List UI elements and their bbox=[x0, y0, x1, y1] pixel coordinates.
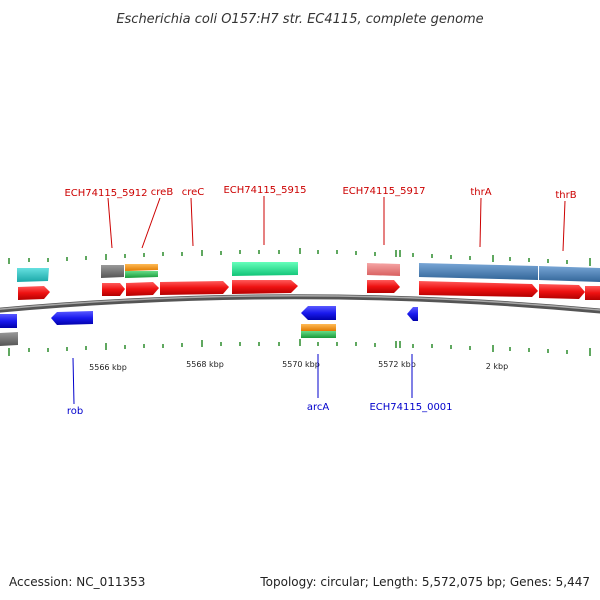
cds-forward bbox=[232, 280, 298, 294]
cog-track-bottom bbox=[0, 324, 336, 346]
gene-label-bottom[interactable]: rob bbox=[67, 406, 83, 417]
cds-forward bbox=[539, 284, 585, 299]
cog-block bbox=[17, 268, 49, 282]
gene-label-top[interactable]: thrA bbox=[470, 187, 491, 198]
leader-line bbox=[72, 357, 75, 405]
scale-label: 5570 kbp bbox=[282, 360, 320, 369]
top-tick-row bbox=[8, 248, 591, 266]
scale-label: 5572 kbp bbox=[378, 360, 416, 369]
map-title: Escherichia coli O157:H7 str. EC4115, co… bbox=[116, 12, 483, 27]
cog-block bbox=[539, 266, 600, 282]
gene-label-top[interactable]: ECH74115_5912 bbox=[64, 188, 147, 199]
cds-forward bbox=[102, 283, 125, 296]
genome-backbone-highlight bbox=[0, 295, 600, 311]
cog-block bbox=[101, 265, 124, 278]
bottom-tick-row bbox=[8, 339, 591, 356]
scale-label: 5568 kbp bbox=[186, 360, 224, 369]
accession-text: Accession: NC_011353 bbox=[9, 575, 145, 589]
cog-block bbox=[367, 263, 400, 276]
genome-backbone bbox=[0, 294, 600, 314]
bottom-gene-labels: rob arcA ECH74115_0001 bbox=[67, 354, 453, 417]
reverse-cds-track bbox=[0, 306, 418, 328]
top-gene-labels: ECH74115_5912 creB creC ECH74115_5915 EC… bbox=[64, 185, 577, 252]
cds-reverse bbox=[407, 307, 418, 321]
gene-label-bottom[interactable]: ECH74115_0001 bbox=[369, 402, 452, 413]
cog-block bbox=[125, 271, 158, 278]
gene-label-top[interactable]: ECH74115_5915 bbox=[223, 185, 306, 196]
scale-label: 5566 kbp bbox=[89, 363, 127, 372]
leader-line bbox=[141, 197, 161, 249]
cds-reverse bbox=[301, 306, 336, 320]
cog-block bbox=[232, 262, 298, 276]
leader-line bbox=[562, 200, 566, 252]
forward-cds-track bbox=[18, 280, 600, 300]
cog-block bbox=[301, 331, 336, 338]
cds-forward bbox=[18, 286, 50, 300]
cds-forward bbox=[419, 281, 538, 297]
cog-block bbox=[125, 264, 158, 271]
gene-label-top[interactable]: creB bbox=[151, 187, 174, 198]
cog-block bbox=[301, 324, 336, 331]
cds-forward bbox=[160, 281, 229, 295]
topology-text: Topology: circular; Length: 5,572,075 bp… bbox=[259, 575, 590, 589]
cds-reverse bbox=[0, 314, 17, 328]
cog-track-top bbox=[17, 262, 600, 282]
cog-block bbox=[419, 263, 538, 280]
leader-line bbox=[107, 197, 113, 249]
cds-forward bbox=[367, 280, 400, 293]
scale-label: 2 kbp bbox=[486, 362, 508, 371]
cog-block bbox=[0, 332, 18, 346]
scale-labels: 5566 kbp 5568 kbp 5570 kbp 5572 kbp 2 kb… bbox=[89, 360, 508, 372]
cds-forward bbox=[126, 282, 159, 296]
cds-reverse bbox=[51, 311, 93, 325]
leader-line bbox=[190, 197, 194, 247]
leader-line bbox=[479, 197, 482, 248]
cds-forward bbox=[585, 286, 600, 300]
gene-label-top[interactable]: thrB bbox=[555, 190, 576, 201]
gene-label-top[interactable]: creC bbox=[182, 187, 205, 198]
gene-label-bottom[interactable]: arcA bbox=[307, 402, 330, 413]
gene-label-top[interactable]: ECH74115_5917 bbox=[342, 186, 425, 197]
